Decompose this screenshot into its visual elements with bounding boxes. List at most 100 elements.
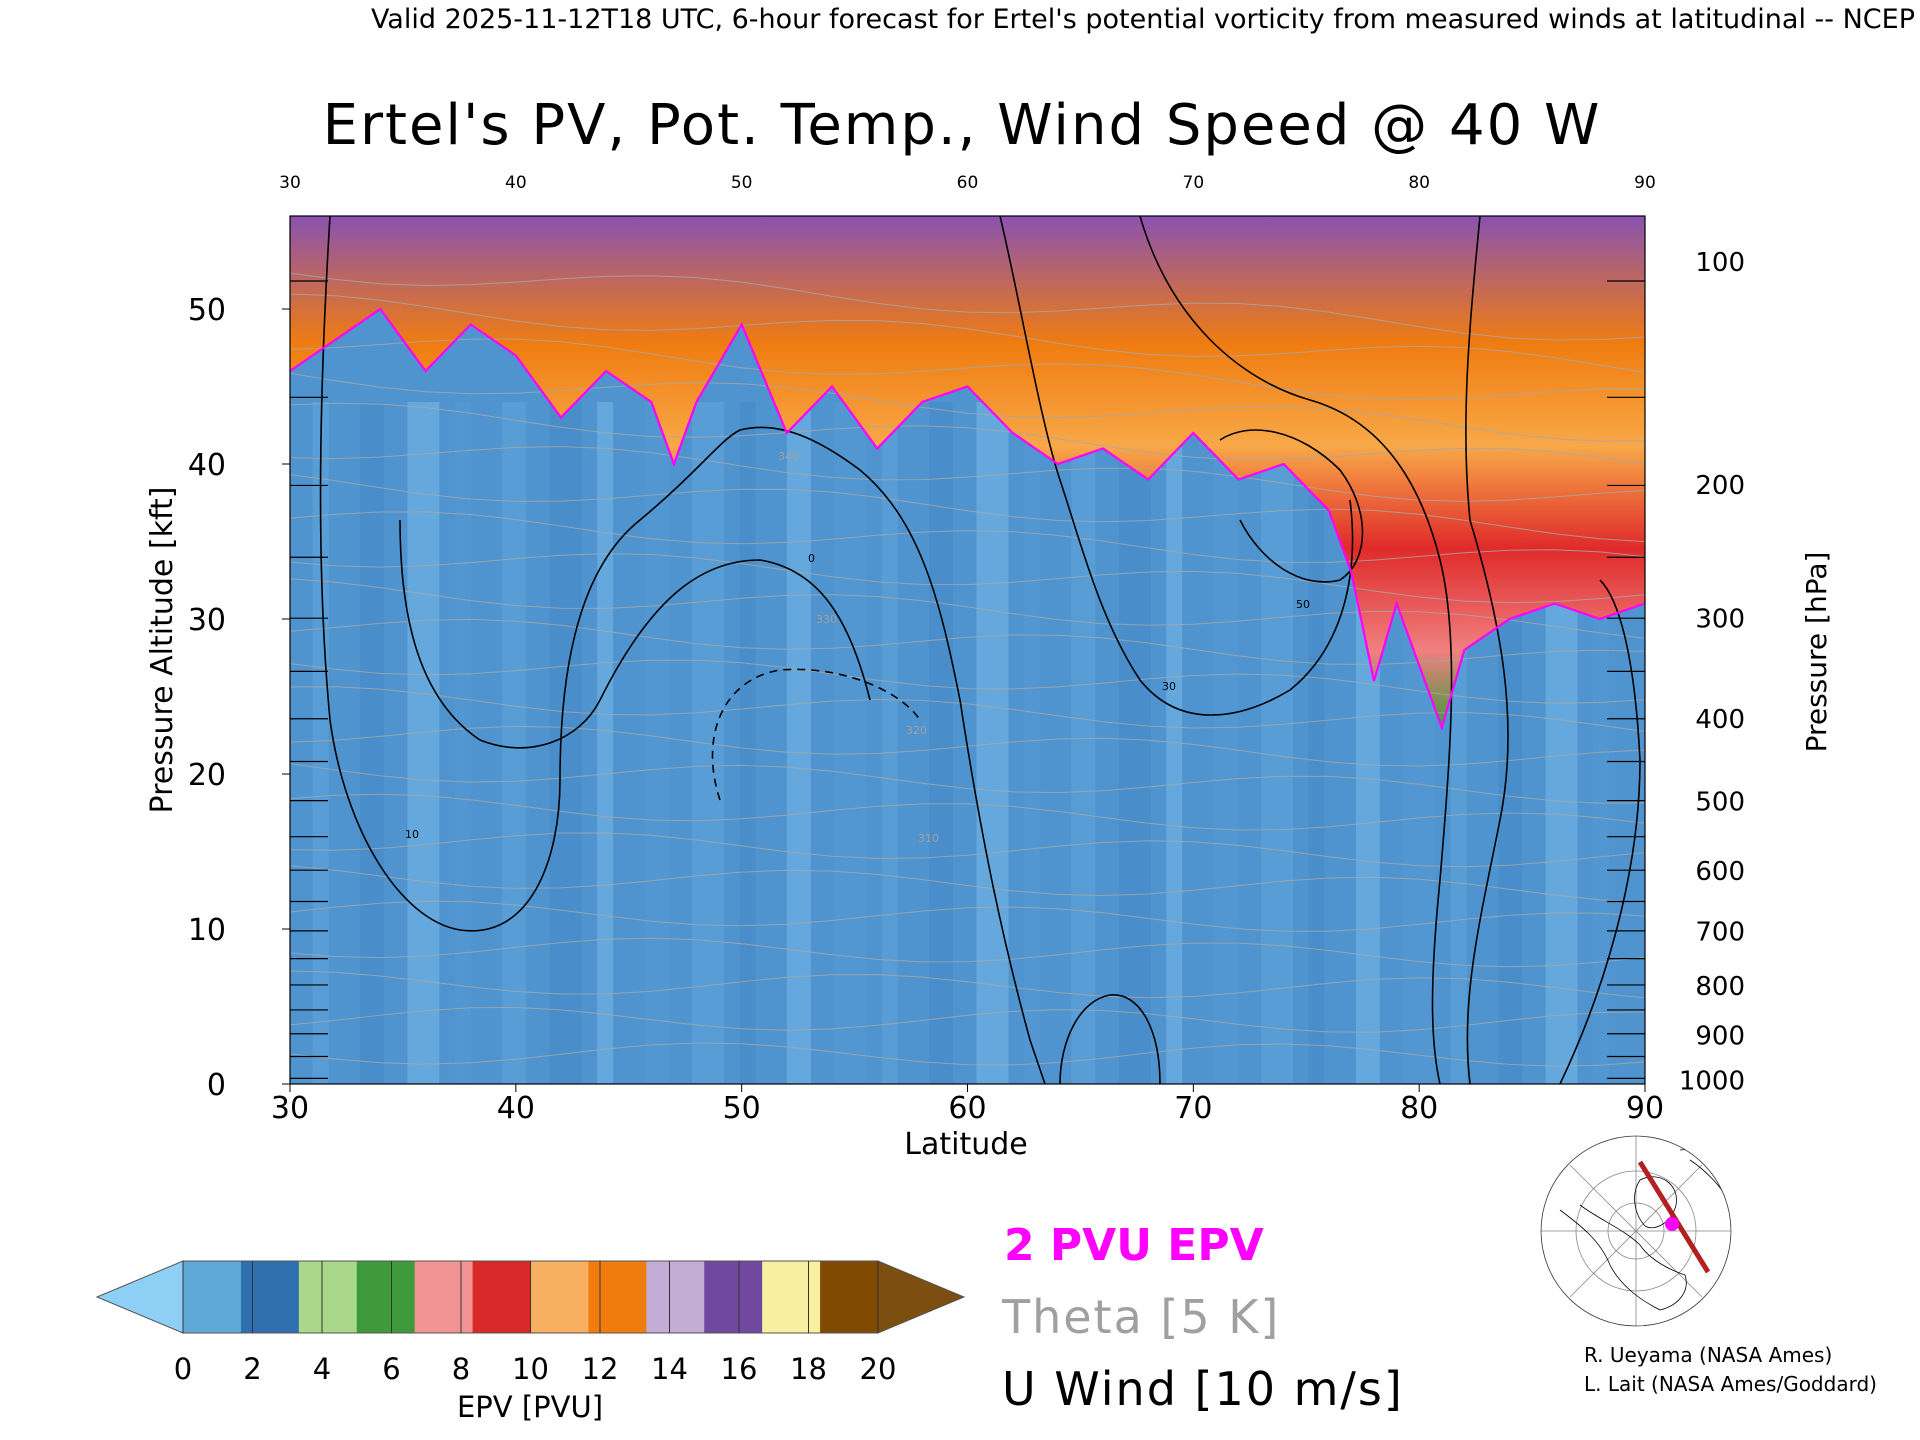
legend-u-wind: U Wind [10 m/s]	[1002, 1362, 1404, 1416]
u-label-50: 50	[1296, 598, 1310, 611]
theta-contour	[290, 900, 1645, 932]
pv-band	[929, 402, 954, 1084]
theta-contour	[290, 372, 1645, 442]
pv-band	[691, 402, 724, 1084]
colorbar-segment	[820, 1261, 879, 1333]
colorbar-segment	[588, 1261, 647, 1333]
theta-contour	[290, 763, 1645, 804]
pv-band	[1023, 402, 1040, 1084]
u-wind-contour-labels: 0 10 30 50	[405, 552, 1310, 841]
colorbar-tick-label: 0	[174, 1352, 192, 1386]
map-coastline-america	[1559, 1204, 1687, 1311]
colorbar-tick-label: 12	[582, 1352, 619, 1386]
theta-contour	[290, 338, 1645, 400]
plot-area: 0 10 30 50 310 320 330 340	[290, 216, 1645, 1084]
pv-band	[644, 402, 669, 1084]
x-top-tick-label: 70	[1183, 173, 1205, 193]
colorbar-tick-label: 8	[452, 1352, 470, 1386]
pv-band	[834, 402, 867, 1084]
colorbar-segment	[646, 1261, 705, 1333]
colorbar-tick-label: 6	[382, 1352, 400, 1386]
colorbar-tick-label: 10	[512, 1352, 549, 1386]
y-tick-label: 20	[188, 758, 226, 793]
colorbar-tick-label: 16	[721, 1352, 758, 1386]
y-axis-right: 100 200 300 400 500 600 700 800 900 1000	[1679, 248, 1745, 1096]
theta-contour	[290, 511, 1645, 563]
theta-contour	[290, 272, 1645, 341]
y-tick-label: 40	[188, 448, 226, 483]
inset-map-frame	[1540, 1135, 1732, 1327]
chart-title: Ertel's PV, Pot. Temp., Wind Speed @ 40 …	[323, 93, 1602, 158]
colorbar-segment	[530, 1261, 589, 1333]
y-tick-label: 50	[188, 293, 226, 328]
x-axis-top: 30 40 50 60 70 80 90	[279, 173, 1656, 193]
pv-band	[1261, 402, 1294, 1084]
colorbar-segment	[704, 1261, 763, 1333]
pressure-tick-label: 1000	[1679, 1066, 1745, 1096]
valid-time-line: Valid 2025-11-12T18 UTC, 6-hour forecast…	[371, 4, 1915, 35]
theta-contour	[290, 1006, 1645, 1033]
pressure-tick-label: 800	[1695, 972, 1745, 1002]
colorbar-tick-label: 14	[651, 1352, 688, 1386]
x-tick-label: 30	[271, 1091, 309, 1126]
colorbar-segment	[298, 1261, 358, 1333]
stratosphere-epv-fill	[290, 216, 1645, 728]
theta-label-330: 330	[816, 613, 837, 626]
y-axis-left: 0 10 20 30 40 50	[188, 293, 290, 1103]
y-tick-label: 30	[188, 603, 226, 638]
pressure-tick-label: 400	[1695, 705, 1745, 735]
x-top-tick-label: 60	[957, 173, 979, 193]
theta-contour	[290, 686, 1645, 732]
x-top-tick-label: 50	[731, 173, 753, 193]
theta-contours	[290, 272, 1645, 1067]
pv-band	[739, 402, 756, 1084]
u-wind-contour-10	[399, 519, 871, 749]
theta-contour	[290, 293, 1645, 373]
u-label-0: 0	[808, 552, 815, 565]
x-tick-label: 40	[497, 1091, 535, 1126]
colorbar-segment	[472, 1261, 531, 1333]
line-legend: 2 PVU EPV Theta [5 K] U Wind [10 m/s]	[1001, 1220, 1404, 1416]
colorbar-under-arrow	[95, 1260, 184, 1334]
pv-band	[1213, 402, 1238, 1084]
inset-location-map	[1540, 1135, 1740, 1327]
pressure-tick-label: 600	[1695, 857, 1745, 887]
x-top-tick-label: 80	[1408, 173, 1430, 193]
pv-band	[502, 402, 527, 1084]
pressure-tick-label: 200	[1695, 471, 1745, 501]
y-axis-left-label: Pressure Altitude [kft]	[145, 487, 180, 814]
pv-band	[549, 402, 582, 1084]
pv-band	[1071, 402, 1096, 1084]
theta-contour-labels: 310 320 330 340	[778, 450, 939, 845]
credit-line-1: R. Ueyama (NASA Ames)	[1584, 1343, 1832, 1367]
map-coastline-greenland	[1634, 1176, 1677, 1229]
theta-contour	[290, 578, 1645, 639]
theta-contour	[290, 402, 1645, 465]
theta-contour	[290, 793, 1645, 831]
pressure-tick-label: 300	[1695, 604, 1745, 634]
section-path	[1637, 1160, 1711, 1274]
colorbar-tick-label: 4	[313, 1352, 331, 1386]
theta-contour	[290, 970, 1645, 999]
u-wind-contour-30	[999, 216, 1354, 716]
legend-epv-line: 2 PVU EPV	[1004, 1220, 1264, 1271]
x-tick-label: 50	[723, 1091, 761, 1126]
y-tick-label: 10	[188, 913, 226, 948]
pv-band	[1118, 402, 1151, 1084]
colorbar-segment	[762, 1261, 821, 1333]
theta-contour	[290, 553, 1645, 604]
colorbar-over-arrow	[877, 1260, 966, 1334]
x-tick-label: 80	[1400, 1091, 1438, 1126]
x-axis-bottom: 30 40 50 60 70 80 90	[271, 1084, 1664, 1126]
credit-line-2: L. Lait (NASA Ames/Goddard)	[1584, 1372, 1877, 1396]
colorbar-segment	[240, 1261, 300, 1333]
colorbar-segment	[183, 1261, 242, 1333]
theta-contour	[290, 1042, 1645, 1067]
section-marker	[1665, 1217, 1679, 1231]
pv-band	[1308, 402, 1325, 1084]
theta-label-340: 340	[778, 450, 799, 463]
colorbar-label: EPV [PVU]	[457, 1390, 603, 1424]
pressure-tick-label: 100	[1695, 248, 1745, 278]
colorbar-tick-labels: 0 2 4 6 8 10 12 14 16 18 20	[174, 1261, 896, 1386]
